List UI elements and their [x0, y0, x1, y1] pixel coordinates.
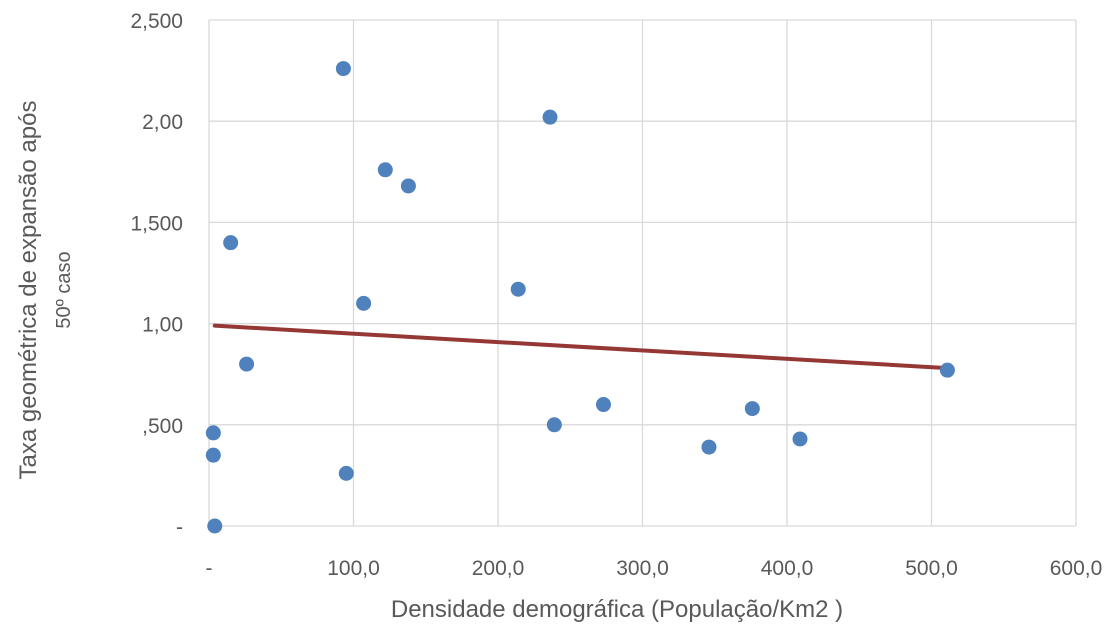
- data-point: [792, 431, 808, 447]
- gridlines: [208, 19, 1077, 527]
- data-point: [400, 178, 416, 194]
- data-point: [239, 356, 255, 372]
- data-point: [542, 109, 558, 125]
- y-tick-label: 1,00: [142, 314, 183, 337]
- data-point: [510, 281, 526, 297]
- x-axis-tick-labels: - 100,0 200,0 300,0 400,0 500,0 600,0: [206, 557, 1103, 580]
- data-point: [205, 447, 221, 463]
- data-point: [546, 417, 562, 433]
- x-tick-label: 400,0: [761, 557, 814, 580]
- y-tick-label: 2,00: [142, 111, 183, 134]
- y-tick-label: 2,500: [130, 10, 183, 33]
- y-tick-label: ,500: [142, 415, 183, 438]
- x-tick-label: 600,0: [1050, 557, 1103, 580]
- trendline: [212, 323, 950, 371]
- y-tick-label: -: [176, 516, 183, 539]
- x-tick-label: 200,0: [472, 557, 525, 580]
- y-tick-label: 1,500: [130, 212, 183, 235]
- data-point: [595, 397, 611, 413]
- data-point: [744, 401, 760, 417]
- x-axis-title: Densidade demográfica (População/Km2 ): [391, 596, 843, 623]
- x-tick-label: 100,0: [327, 557, 380, 580]
- x-tick-label: 500,0: [905, 557, 958, 580]
- data-point: [223, 235, 239, 251]
- data-point: [701, 439, 717, 455]
- data-point: [207, 518, 223, 534]
- y-axis-subtitle: 50º caso: [53, 251, 75, 328]
- data-point: [205, 425, 221, 441]
- data-point: [939, 362, 955, 378]
- y-axis-title: Taxa geométrica de expansão após: [15, 101, 42, 480]
- data-point: [335, 61, 351, 77]
- x-tick-label: 300,0: [616, 557, 669, 580]
- trendline-layer: [212, 323, 950, 371]
- data-point: [377, 162, 393, 178]
- data-point: [338, 465, 354, 481]
- data-point: [356, 295, 372, 311]
- x-tick-label: -: [206, 557, 213, 580]
- y-axis-tick-labels: - ,500 1,00 1,500 2,00 2,500: [130, 10, 183, 539]
- data-points: [205, 61, 955, 534]
